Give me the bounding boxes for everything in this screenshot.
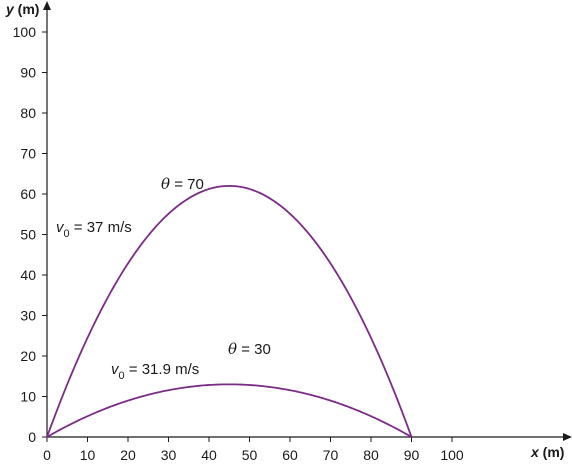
- x-axis-title: x (m): [530, 444, 564, 460]
- y-tick-label: 70: [20, 146, 36, 162]
- y-tick-label: 100: [13, 24, 37, 40]
- x-tick-label: 70: [323, 447, 339, 463]
- v-symbol: v: [111, 361, 120, 378]
- v-value: = 31.9 m/s: [125, 361, 200, 378]
- x-tick-label: 90: [404, 447, 420, 463]
- x-tick-label: 60: [282, 447, 298, 463]
- x-tick-label: 50: [242, 447, 258, 463]
- trajectory-curves: [46, 184, 413, 438]
- x-tick-label: 30: [161, 447, 177, 463]
- x-ticks: 0 10 20 30 40 50 60 70 80 90 100: [43, 437, 464, 463]
- y-axis-unit: (m): [14, 1, 40, 17]
- theta-value: = 70: [170, 176, 204, 193]
- y-tick-label: 90: [20, 65, 36, 81]
- y-tick-label: 10: [20, 389, 36, 405]
- theta-symbol: θ: [161, 175, 170, 193]
- v-value: = 37 m/s: [70, 219, 132, 236]
- v-symbol: v: [56, 219, 65, 236]
- x-tick-label: 80: [363, 447, 379, 463]
- trajectory-curve-high: [46, 184, 413, 438]
- x-axis-arrow: [563, 433, 572, 441]
- v0-label-high: v0 = 37 m/s: [56, 219, 132, 240]
- x-tick-label: 10: [80, 447, 96, 463]
- v-subscript: 0: [64, 228, 70, 240]
- y-axis-arrow: [43, 1, 51, 10]
- y-tick-label: 50: [20, 227, 36, 243]
- axes: [43, 1, 572, 441]
- y-axis-variable: y: [5, 1, 15, 17]
- y-ticks: 0 10 20 30 40 50 60 70 80 90 100: [13, 24, 47, 445]
- x-tick-label: 0: [43, 447, 51, 463]
- v-subscript: 0: [119, 370, 125, 382]
- y-tick-label: 0: [28, 429, 36, 445]
- x-tick-label: 20: [120, 447, 136, 463]
- theta-symbol: θ: [228, 340, 237, 358]
- theta-label-high: θ = 70: [161, 175, 204, 193]
- y-tick-label: 20: [20, 348, 36, 364]
- theta-value: = 30: [237, 341, 271, 358]
- y-tick-label: 60: [20, 186, 36, 202]
- y-tick-label: 30: [20, 308, 36, 324]
- v0-label-low: v0 = 31.9 m/s: [111, 361, 199, 382]
- trajectory-curve-low: [46, 383, 412, 438]
- y-axis-title: y (m): [5, 1, 39, 17]
- theta-label-low: θ = 30: [228, 340, 271, 358]
- y-tick-label: 80: [20, 105, 36, 121]
- y-tick-label: 40: [20, 267, 36, 283]
- x-tick-label: 100: [440, 447, 464, 463]
- x-tick-label: 40: [201, 447, 217, 463]
- x-axis-unit: (m): [539, 444, 565, 460]
- x-axis-variable: x: [530, 444, 540, 460]
